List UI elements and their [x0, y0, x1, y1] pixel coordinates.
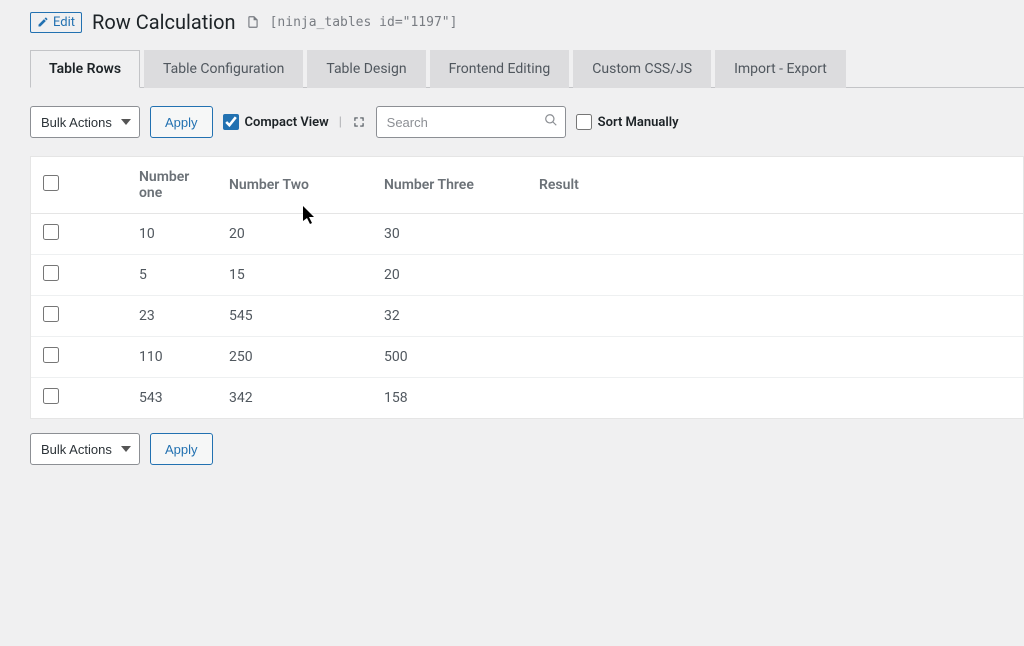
cell-three: 500: [374, 337, 529, 378]
table-row[interactable]: 543342158: [31, 378, 1023, 419]
tab-import-export[interactable]: Import - Export: [715, 50, 846, 88]
cell-result: [529, 296, 1023, 337]
cell-one: 23: [69, 296, 219, 337]
tab-table-rows[interactable]: Table Rows: [30, 50, 140, 88]
sort-manually-label: Sort Manually: [598, 115, 679, 130]
table-head: Number one Number Two Number Three Resul…: [31, 157, 1023, 214]
tab-table-design[interactable]: Table Design: [307, 50, 425, 88]
cell-result: [529, 214, 1023, 255]
sort-manually-checkbox[interactable]: [576, 114, 592, 130]
compact-view-toggle[interactable]: Compact View: [223, 114, 329, 130]
page-header: Edit Row Calculation [ninja_tables id="1…: [30, 10, 1024, 34]
shortcode-icon: [246, 15, 260, 29]
table-body: 102030515202354532110250500543342158: [31, 214, 1023, 419]
toolbar-divider: |: [339, 115, 342, 130]
row-check-cell: [31, 296, 69, 337]
cell-two: 15: [219, 255, 374, 296]
row-check-cell: [31, 214, 69, 255]
data-table: Number one Number Two Number Three Resul…: [31, 157, 1023, 418]
col-header-result[interactable]: Result: [529, 157, 1023, 214]
table-row[interactable]: 110250500: [31, 337, 1023, 378]
row-check-cell: [31, 337, 69, 378]
page-root: Edit Row Calculation [ninja_tables id="1…: [0, 0, 1024, 646]
cell-three: 30: [374, 214, 529, 255]
row-checkbox[interactable]: [43, 265, 59, 281]
cell-one: 5: [69, 255, 219, 296]
row-checkbox[interactable]: [43, 347, 59, 363]
cell-one: 10: [69, 214, 219, 255]
expand-icon[interactable]: [352, 115, 366, 129]
row-checkbox[interactable]: [43, 388, 59, 404]
bulk-actions-select[interactable]: Bulk Actions: [30, 106, 140, 138]
pencil-icon: [37, 16, 49, 28]
edit-button[interactable]: Edit: [30, 12, 82, 33]
search-input[interactable]: [376, 106, 566, 138]
toolbar-top: Bulk Actions Apply Compact View | Sort M…: [30, 106, 1024, 138]
col-header-one[interactable]: Number one: [69, 157, 219, 214]
apply-button-bottom[interactable]: Apply: [150, 433, 213, 465]
table-row[interactable]: 2354532: [31, 296, 1023, 337]
col-header-three[interactable]: Number Three: [374, 157, 529, 214]
cell-result: [529, 337, 1023, 378]
compact-view-checkbox[interactable]: [223, 114, 239, 130]
table-row[interactable]: 51520: [31, 255, 1023, 296]
col-header-two[interactable]: Number Two: [219, 157, 374, 214]
cell-result: [529, 255, 1023, 296]
table-row[interactable]: 102030: [31, 214, 1023, 255]
row-checkbox[interactable]: [43, 306, 59, 322]
edit-label: Edit: [53, 15, 75, 30]
cell-result: [529, 378, 1023, 419]
shortcode-text[interactable]: [ninja_tables id="1197"]: [270, 15, 458, 30]
page-title: Row Calculation: [92, 10, 236, 34]
bulk-actions-select-bottom[interactable]: Bulk Actions: [30, 433, 140, 465]
sort-manually-toggle[interactable]: Sort Manually: [576, 114, 679, 130]
select-all-header: [31, 157, 69, 214]
tab-custom-css-js[interactable]: Custom CSS/JS: [573, 50, 711, 88]
compact-view-label: Compact View: [245, 115, 329, 130]
row-check-cell: [31, 255, 69, 296]
tabs-nav: Table RowsTable ConfigurationTable Desig…: [30, 50, 1024, 88]
cell-two: 250: [219, 337, 374, 378]
cell-three: 32: [374, 296, 529, 337]
search-wrap: [376, 106, 566, 138]
row-checkbox[interactable]: [43, 224, 59, 240]
cell-one: 543: [69, 378, 219, 419]
cell-one: 110: [69, 337, 219, 378]
row-check-cell: [31, 378, 69, 419]
data-table-wrap: Number one Number Two Number Three Resul…: [30, 156, 1024, 419]
select-all-checkbox[interactable]: [43, 175, 59, 191]
tab-table-configuration[interactable]: Table Configuration: [144, 50, 303, 88]
cell-two: 20: [219, 214, 374, 255]
tab-frontend-editing[interactable]: Frontend Editing: [430, 50, 570, 88]
cell-two: 342: [219, 378, 374, 419]
cell-three: 158: [374, 378, 529, 419]
cell-two: 545: [219, 296, 374, 337]
cell-three: 20: [374, 255, 529, 296]
apply-button[interactable]: Apply: [150, 106, 213, 138]
toolbar-bottom: Bulk Actions Apply: [30, 433, 1024, 465]
